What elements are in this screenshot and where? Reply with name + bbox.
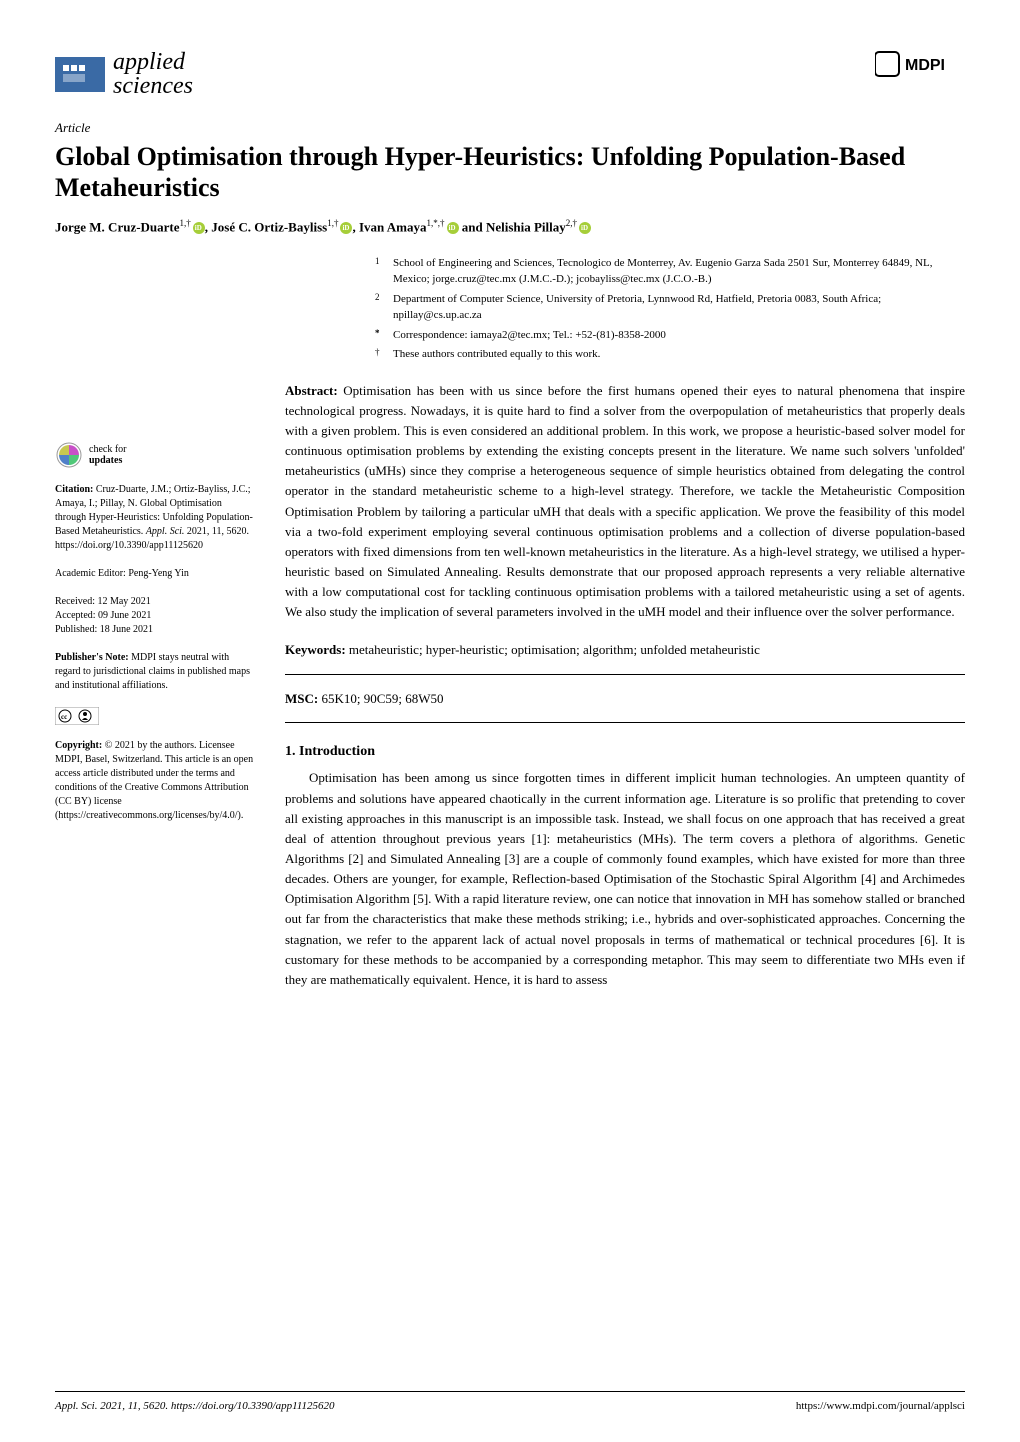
svg-text:MDPI: MDPI [905, 57, 945, 74]
check-updates[interactable]: check for updates [55, 441, 255, 469]
sidebar: check for updates Citation: Cruz-Duarte,… [55, 381, 255, 990]
orcid-icon [447, 222, 459, 234]
received-date: Received: 12 May 2021 [55, 595, 255, 609]
journal-name-line2: sciences [113, 74, 193, 98]
published-date: Published: 18 June 2021 [55, 623, 255, 637]
author-3: , Ivan Amaya [352, 219, 426, 234]
abstract-text: Optimisation has been with us since befo… [285, 383, 965, 620]
dates-block: Received: 12 May 2021 Accepted: 09 June … [55, 595, 255, 637]
author-1: Jorge M. Cruz-Duarte [55, 219, 180, 234]
journal-logo: applied sciences [55, 50, 193, 98]
keywords-label: Keywords: [285, 642, 346, 657]
authors-line: Jorge M. Cruz-Duarte1,†, José C. Ortiz-B… [55, 217, 965, 237]
page-footer: Appl. Sci. 2021, 11, 5620. https://doi.o… [55, 1391, 965, 1415]
main-row: check for updates Citation: Cruz-Duarte,… [55, 381, 965, 990]
cc-icon: cc [55, 707, 99, 725]
keywords-text: metaheuristic; hyper-heuristic; optimisa… [346, 642, 760, 657]
page-header: applied sciences MDPI [55, 50, 965, 98]
journal-name-line1: applied [113, 50, 193, 74]
section-1-body: Optimisation has been among us since for… [285, 768, 965, 990]
check-updates-label: check for updates [89, 444, 126, 466]
section-1-title: 1. Introduction [285, 741, 965, 762]
cc-license: cc [55, 707, 255, 725]
affiliation-1: 1 School of Engineering and Sciences, Te… [375, 255, 965, 288]
publisher-note: Publisher's Note: MDPI stays neutral wit… [55, 651, 255, 693]
article-title: Global Optimisation through Hyper-Heuris… [55, 141, 965, 203]
affiliation-2: 2 Department of Computer Science, Univer… [375, 291, 965, 324]
citation-label: Citation: [55, 484, 93, 495]
msc: MSC: 65K10; 90C59; 68W50 [285, 689, 965, 724]
journal-name: applied sciences [113, 50, 193, 98]
author-4: and Nelishia Pillay [459, 219, 566, 234]
abstract: Abstract: Optimisation has been with us … [285, 381, 965, 623]
footer-citation: Appl. Sci. 2021, 11, 5620. https://doi.o… [55, 1398, 334, 1415]
copyright-block: Copyright: © 2021 by the authors. Licens… [55, 739, 255, 823]
article-type: Article [55, 118, 965, 138]
footer-url: https://www.mdpi.com/journal/applsci [796, 1398, 965, 1415]
author-2: , José C. Ortiz-Bayliss [205, 219, 327, 234]
citation-block: Citation: Cruz-Duarte, J.M.; Ortiz-Bayli… [55, 483, 255, 553]
check-updates-icon [55, 441, 83, 469]
accepted-date: Accepted: 09 June 2021 [55, 609, 255, 623]
editor-block: Academic Editor: Peng-Yeng Yin [55, 567, 255, 581]
msc-label: MSC: [285, 691, 318, 706]
orcid-icon [579, 222, 591, 234]
abstract-label: Abstract: [285, 383, 338, 398]
keywords: Keywords: metaheuristic; hyper-heuristic… [285, 640, 965, 660]
divider [285, 674, 965, 675]
affiliations: 1 School of Engineering and Sciences, Te… [375, 255, 965, 363]
publisher-logo: MDPI [875, 50, 965, 86]
main-content: Abstract: Optimisation has been with us … [285, 381, 965, 990]
correspondence: * Correspondence: iamaya2@tec.mx; Tel.: … [375, 327, 965, 344]
msc-text: 65K10; 90C59; 68W50 [318, 691, 443, 706]
journal-logo-icon [55, 57, 105, 92]
svg-text:cc: cc [61, 713, 67, 721]
orcid-icon [193, 222, 205, 234]
contribution-note: † These authors contributed equally to t… [375, 346, 965, 363]
orcid-icon [340, 222, 352, 234]
